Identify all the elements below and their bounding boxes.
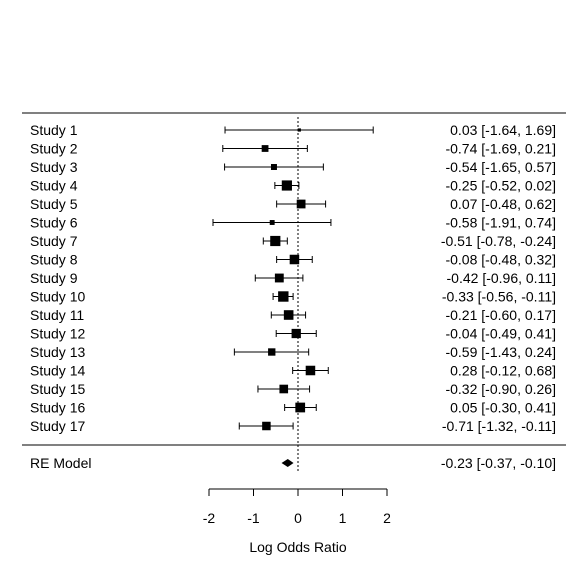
estimate-square <box>261 145 269 152</box>
study-label: Study 6 <box>30 215 78 231</box>
estimate-square <box>270 164 277 170</box>
study-row: Study 12 -0.04 [-0.49, 0.41] <box>30 326 556 342</box>
study-row: Study 4 -0.25 [-0.52, 0.02] <box>30 178 556 194</box>
estimate-ci-text: -0.33 [-0.56, -0.11] <box>442 289 556 305</box>
study-label: Study 16 <box>30 400 85 416</box>
study-label: Study 10 <box>30 289 85 305</box>
estimate-ci-text: 0.07 [-0.48, 0.62] <box>450 196 556 212</box>
study-label: Study 9 <box>30 270 78 286</box>
study-row: Study 3 -0.54 [-1.65, 0.57] <box>30 159 556 175</box>
estimate-ci-text: 0.03 [-1.64, 1.69] <box>450 122 556 138</box>
estimate-ci-text: -0.42 [-0.96, 0.11] <box>447 270 556 286</box>
estimate-square <box>305 365 316 376</box>
estimate-ci-text: -0.71 [-1.32, -0.11] <box>442 418 556 434</box>
estimate-ci-text: -0.32 [-0.90, 0.26] <box>445 381 556 397</box>
estimate-square <box>269 220 275 225</box>
x-tick-label: 1 <box>339 510 347 526</box>
estimate-square <box>283 310 294 320</box>
study-row: Study 11 -0.21 [-0.60, 0.17] <box>30 307 556 323</box>
study-row: Study 1 0.03 [-1.64, 1.69] <box>30 122 556 138</box>
study-row: Study 16 0.05 [-0.30, 0.41] <box>30 400 556 416</box>
x-axis-label: Log Odds Ratio <box>249 539 346 555</box>
study-label: Study 14 <box>30 363 85 379</box>
estimate-square <box>268 348 276 356</box>
estimate-square <box>297 128 301 132</box>
study-label: Study 12 <box>30 326 85 342</box>
estimate-ci-text: -0.04 [-0.49, 0.41] <box>445 326 556 342</box>
study-label: Study 13 <box>30 344 85 360</box>
x-tick-label: -2 <box>203 510 216 526</box>
estimate-ci-text: -0.21 [-0.60, 0.17] <box>445 307 556 323</box>
summary-diamond <box>281 459 294 467</box>
study-row: Study 10 -0.33 [-0.56, -0.11] <box>30 289 556 305</box>
estimate-ci-text: -0.74 [-1.69, 0.21] <box>445 141 556 157</box>
summary-ci-text: -0.23 [-0.37, -0.10] <box>441 455 556 471</box>
study-row: Study 13 -0.59 [-1.43, 0.24] <box>30 344 556 360</box>
study-label: Study 8 <box>30 252 78 268</box>
study-row: Study 7 -0.51 [-0.78, -0.24] <box>30 233 556 249</box>
estimate-ci-text: 0.28 [-0.12, 0.68] <box>450 363 556 379</box>
study-row: Study 9 -0.42 [-0.96, 0.11] <box>30 270 556 286</box>
study-label: Study 2 <box>30 141 78 157</box>
study-row: Study 14 0.28 [-0.12, 0.68] <box>30 363 556 379</box>
x-tick-label: 0 <box>294 510 302 526</box>
study-label: Study 11 <box>30 307 84 323</box>
estimate-ci-text: -0.59 [-1.43, 0.24] <box>445 344 556 360</box>
estimate-square <box>278 291 289 302</box>
x-tick-label: 2 <box>383 510 391 526</box>
estimate-square <box>262 421 271 431</box>
study-row: Study 2 -0.74 [-1.69, 0.21] <box>30 141 556 157</box>
estimate-ci-text: 0.05 [-0.30, 0.41] <box>450 400 556 416</box>
estimate-square <box>274 273 284 283</box>
estimate-ci-text: -0.25 [-0.52, 0.02] <box>445 178 556 194</box>
study-row: Study 6 -0.58 [-1.91, 0.74] <box>30 215 556 231</box>
estimate-square <box>281 180 292 191</box>
study-row: Study 5 0.07 [-0.48, 0.62] <box>30 196 556 212</box>
estimate-ci-text: -0.51 [-0.78, -0.24] <box>441 233 556 249</box>
estimate-ci-text: -0.08 [-0.48, 0.32] <box>445 252 556 268</box>
study-label: Study 17 <box>30 418 85 434</box>
estimate-square <box>291 328 301 339</box>
x-tick-label: -1 <box>247 510 260 526</box>
study-label: Study 7 <box>30 233 78 249</box>
estimate-square <box>296 199 306 209</box>
estimate-square <box>289 254 300 265</box>
estimate-ci-text: -0.54 [-1.65, 0.57] <box>445 159 556 175</box>
estimate-ci-text: -0.58 [-1.91, 0.74] <box>445 215 556 231</box>
study-row: Study 8 -0.08 [-0.48, 0.32] <box>30 252 556 268</box>
x-axis: -2 -1 0 1 2 <box>203 488 391 526</box>
study-label: Study 4 <box>30 178 78 194</box>
study-row: Study 15 -0.32 [-0.90, 0.26] <box>30 381 556 397</box>
study-row: Study 17 -0.71 [-1.32, -0.11] <box>30 418 556 434</box>
estimate-square <box>295 402 306 413</box>
study-label: Study 15 <box>30 381 85 397</box>
study-rows: Study 1 0.03 [-1.64, 1.69] Study 2 -0.74 [-… <box>30 122 556 434</box>
study-label: Study 1 <box>30 122 78 138</box>
estimate-square <box>279 384 289 394</box>
study-label: Study 3 <box>30 159 78 175</box>
summary-label: RE Model <box>30 455 91 471</box>
study-label: Study 5 <box>30 196 78 212</box>
summary-row: RE Model -0.23 [-0.37, -0.10] <box>30 455 556 471</box>
estimate-square <box>270 235 281 247</box>
